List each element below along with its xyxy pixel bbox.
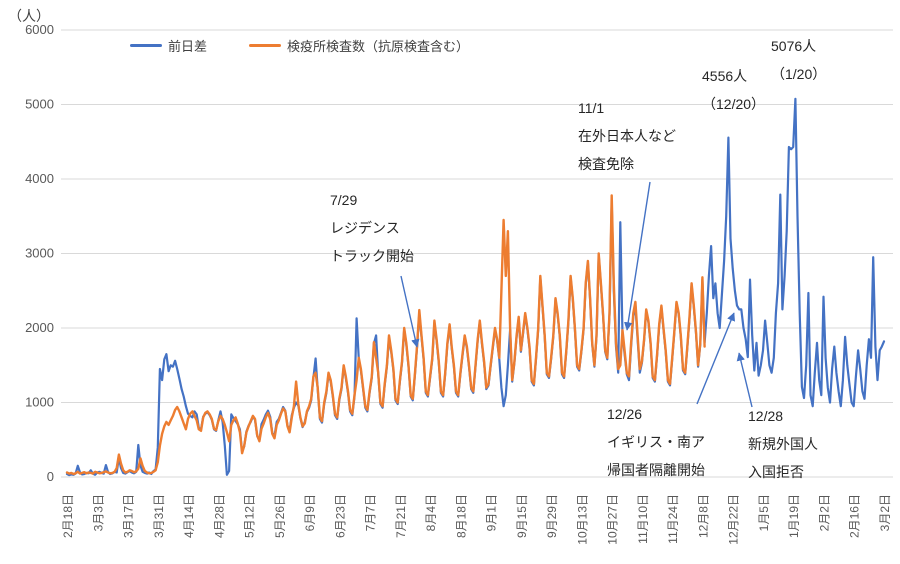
x-axis-tick-label: 1月19日 — [787, 494, 801, 538]
x-axis-tick-label: 4月14日 — [182, 494, 196, 538]
annotation-peak-4556: 4556人 （12/20） — [702, 68, 766, 112]
y-axis-tick-label: 6000 — [25, 22, 54, 37]
y-axis-tick-label: 1000 — [25, 395, 54, 410]
x-axis-tick-label: 2月16日 — [848, 494, 862, 538]
y-axis-unit-label: （人） — [8, 8, 50, 24]
x-axis-tick-label: 11月24日 — [666, 494, 680, 544]
y-axis-tick-label: 2000 — [25, 320, 54, 335]
annotation-entry-ban: 12/28 新規外国人 入国拒否 — [748, 408, 818, 480]
legend-item-day-difference: 前日差 — [130, 36, 207, 55]
legend-label: 検疫所検査数（抗原検査含む） — [287, 39, 470, 54]
x-axis-tick-label: 9月15日 — [515, 494, 529, 538]
x-axis-tick-label: 3月17日 — [122, 494, 136, 538]
annotation-arrow — [624, 181, 651, 331]
x-axis-tick-label: 7月7日 — [364, 494, 378, 531]
x-axis-tick-label: 1月5日 — [757, 494, 771, 531]
y-axis-tick-label: 3000 — [25, 246, 54, 261]
x-axis-tick-label: 3月31日 — [152, 494, 166, 538]
y-axis-tick-label: 0 — [47, 469, 54, 484]
x-axis-tick-label: 12月22日 — [727, 494, 741, 545]
x-axis-tick-label: 8月4日 — [424, 494, 438, 531]
annotation-test-exemption: 11/1 在外日本人など 検査免除 — [578, 100, 676, 172]
x-axis-tick-label: 11月10日 — [636, 494, 650, 544]
x-axis-tick-label: 2月18日 — [61, 494, 75, 538]
x-axis-tick-label: 8月18日 — [454, 494, 468, 538]
annotation-uk-sa-quarantine: 12/26 イギリス・南ア 帰国者隔離開始 — [607, 406, 705, 478]
x-axis-tick-label: 9月29日 — [545, 494, 559, 538]
x-axis-tick-label: 2月2日 — [817, 494, 831, 531]
legend-item-quarantine-tests: 検疫所検査数（抗原検査含む） — [249, 36, 469, 55]
annotation-arrow — [696, 312, 735, 405]
x-axis-tick-label: 3月3日 — [91, 494, 105, 531]
annotation-residence-track: 7/29 レジデンス トラック開始 — [330, 192, 414, 264]
series-line-1 — [65, 194, 706, 476]
annotation-peak-5076: 5076人 （1/20） — [771, 38, 827, 82]
chart-legend: 前日差 検疫所検査数（抗原検査含む） — [130, 36, 469, 55]
legend-swatch-orange-line — [249, 44, 282, 47]
x-axis-tick-label: 5月26日 — [273, 494, 287, 538]
annotation-arrow — [400, 275, 420, 348]
x-axis-tick-label: 7月21日 — [394, 494, 408, 538]
x-axis-tick-label: 3月2日 — [878, 494, 892, 531]
annotation-arrow — [736, 352, 753, 408]
legend-swatch-blue-line — [130, 44, 162, 47]
legend-label: 前日差 — [168, 39, 208, 54]
x-axis-tick-label: 4月28日 — [212, 494, 226, 538]
x-axis-tick-label: 5月12日 — [243, 494, 257, 538]
y-axis-tick-label: 5000 — [25, 97, 54, 112]
x-axis-tick-label: 6月23日 — [333, 494, 347, 538]
x-axis-tick-label: 12月8日 — [696, 494, 710, 538]
y-axis-tick-label: 4000 — [25, 171, 54, 186]
x-axis-tick-label: 9月1日 — [485, 494, 499, 531]
x-axis-tick-label: 10月13日 — [575, 494, 589, 545]
x-axis-tick-label: 6月9日 — [303, 494, 317, 531]
x-axis-tick-label: 10月27日 — [606, 494, 620, 545]
